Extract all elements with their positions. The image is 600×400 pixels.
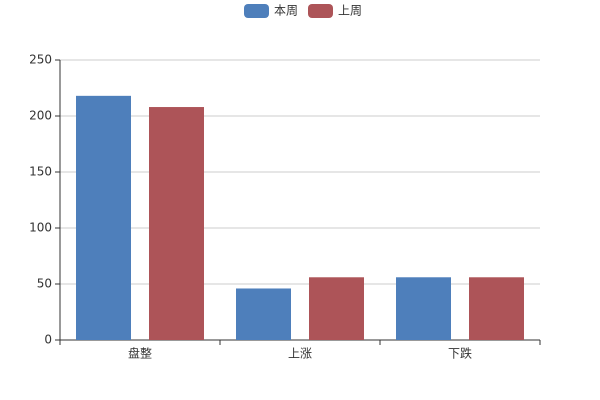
y-tick-label: 100 <box>29 221 52 235</box>
y-tick-label: 50 <box>37 277 52 291</box>
x-tick-label: 下跌 <box>448 346 472 361</box>
legend-swatch <box>308 4 333 18</box>
bar <box>469 277 524 340</box>
bar <box>236 288 291 340</box>
legend-label: 上周 <box>338 4 362 18</box>
bar <box>76 95 131 340</box>
y-tick-label: 0 <box>44 333 52 347</box>
x-tick-label: 上涨 <box>288 346 312 361</box>
legend-swatch <box>244 4 269 18</box>
y-tick-label: 250 <box>29 53 52 67</box>
legend-label: 本周 <box>274 4 298 18</box>
x-tick-label: 盘整 <box>128 346 152 361</box>
bar <box>396 277 451 340</box>
y-tick-label: 200 <box>29 109 52 123</box>
bar <box>149 107 204 340</box>
bar <box>309 277 364 340</box>
y-tick-label: 150 <box>29 165 52 179</box>
